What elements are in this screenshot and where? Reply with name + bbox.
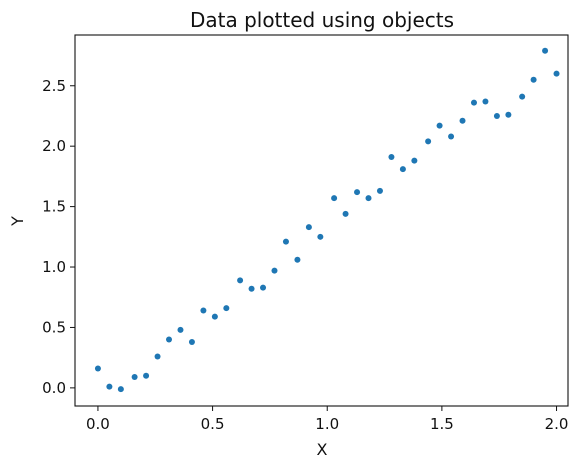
data-point — [436, 122, 443, 129]
data-point — [166, 336, 173, 343]
data-point — [342, 210, 349, 217]
data-point — [470, 99, 477, 106]
data-point — [317, 233, 324, 240]
y-tick-label: 2.0 — [42, 137, 66, 155]
y-tick-label: 0.0 — [42, 379, 66, 397]
data-point — [493, 112, 500, 119]
data-point — [117, 386, 124, 393]
data-point — [553, 70, 560, 77]
data-point — [505, 111, 512, 118]
data-point — [542, 47, 549, 54]
y-axis: 0.0 0.5 1.0 1.5 2.0 2.5 — [42, 77, 75, 397]
y-tick-label: 0.5 — [42, 318, 66, 336]
data-point — [448, 133, 455, 140]
data-point — [188, 338, 195, 345]
x-tick-label: 0.5 — [201, 415, 225, 433]
x-axis-label: X — [317, 440, 328, 459]
data-point — [177, 326, 184, 333]
data-point — [131, 373, 138, 380]
data-point — [376, 187, 383, 194]
x-tick-label: 2.0 — [545, 415, 569, 433]
data-point — [248, 285, 255, 292]
data-point — [519, 93, 526, 100]
x-axis: 0.0 0.5 1.0 1.5 2.0 — [86, 406, 568, 433]
y-tick-label: 2.5 — [42, 77, 66, 95]
data-point — [143, 372, 150, 379]
x-tick-label: 1.0 — [315, 415, 339, 433]
data-point — [530, 76, 537, 83]
data-point — [154, 353, 161, 360]
data-point — [94, 365, 101, 372]
data-point — [482, 98, 489, 105]
data-point — [200, 307, 207, 314]
data-point — [282, 238, 289, 245]
x-tick-label: 0.0 — [86, 415, 110, 433]
data-point — [459, 117, 466, 124]
y-tick-label: 1.5 — [42, 198, 66, 216]
plot-area — [74, 34, 569, 407]
data-point — [237, 277, 244, 284]
x-tick-label: 1.5 — [430, 415, 454, 433]
y-axis-label: Y — [8, 216, 27, 227]
data-point — [354, 189, 361, 196]
data-point — [294, 256, 301, 263]
chart-title: Data plotted using objects — [190, 8, 454, 32]
data-point — [106, 383, 113, 390]
data-point — [365, 195, 372, 202]
data-point — [271, 267, 278, 274]
data-point — [399, 166, 406, 173]
data-point — [260, 284, 267, 291]
data-point — [331, 195, 338, 202]
data-point — [388, 154, 395, 161]
y-tick-label: 1.0 — [42, 258, 66, 276]
scatter-series — [94, 47, 560, 393]
data-point — [411, 157, 418, 164]
data-point — [211, 313, 218, 320]
data-point — [305, 224, 312, 231]
data-point — [223, 305, 230, 312]
data-point — [425, 138, 432, 145]
